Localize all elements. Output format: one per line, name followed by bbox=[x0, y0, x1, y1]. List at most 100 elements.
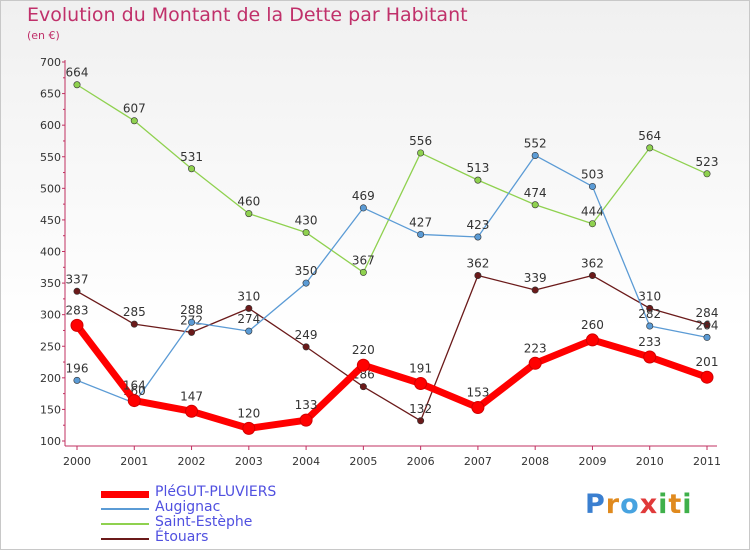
data-point bbox=[417, 230, 425, 238]
data-label: 444 bbox=[581, 205, 604, 219]
chart-title: Evolution du Montant de la Dette par Hab… bbox=[27, 4, 468, 26]
data-label: 427 bbox=[409, 215, 432, 229]
data-label: 220 bbox=[352, 343, 375, 357]
data-point bbox=[417, 149, 425, 157]
legend-label: Étouars bbox=[155, 529, 209, 545]
x-tick-label: 2000 bbox=[63, 455, 91, 468]
series-line bbox=[76, 274, 708, 422]
data-label: 120 bbox=[237, 406, 260, 420]
y-tick-label: 100 bbox=[40, 435, 61, 448]
data-label: 310 bbox=[237, 289, 260, 303]
y-tick-label: 400 bbox=[40, 246, 61, 259]
data-label: 132 bbox=[409, 402, 432, 416]
data-label: 285 bbox=[123, 305, 146, 319]
data-label: 310 bbox=[638, 289, 661, 303]
data-point bbox=[703, 333, 711, 341]
y-tick-label: 300 bbox=[40, 309, 61, 322]
data-label: 337 bbox=[66, 272, 89, 286]
x-tick-label: 2011 bbox=[693, 455, 721, 468]
data-point bbox=[646, 322, 654, 330]
data-label: 191 bbox=[409, 362, 432, 376]
data-point bbox=[299, 413, 313, 427]
data-point bbox=[359, 204, 367, 212]
data-label: 282 bbox=[638, 307, 661, 321]
data-point bbox=[700, 370, 714, 384]
y-tick-label: 700 bbox=[40, 56, 61, 69]
logo-letter: i bbox=[682, 489, 693, 520]
data-point bbox=[471, 401, 485, 415]
x-tick-label: 2001 bbox=[120, 455, 148, 468]
logo-letter: x bbox=[639, 489, 659, 520]
x-tick-label: 2005 bbox=[349, 455, 377, 468]
y-tick-label: 600 bbox=[40, 119, 61, 132]
data-label: 664 bbox=[66, 66, 89, 80]
x-tick-label: 2002 bbox=[178, 455, 206, 468]
data-point bbox=[245, 304, 253, 312]
legend-label: Augignac bbox=[155, 499, 221, 515]
data-point bbox=[242, 421, 256, 435]
data-label: 223 bbox=[524, 341, 547, 355]
data-label: 339 bbox=[524, 271, 547, 285]
x-tick-label: 2006 bbox=[407, 455, 435, 468]
data-point bbox=[703, 321, 711, 329]
data-label: 284 bbox=[696, 306, 719, 320]
data-point bbox=[646, 304, 654, 312]
data-point bbox=[130, 117, 138, 125]
data-point bbox=[356, 358, 370, 372]
data-label: 469 bbox=[352, 189, 375, 203]
data-label: 147 bbox=[180, 389, 203, 403]
x-tick-label: 2010 bbox=[636, 455, 664, 468]
y-tick-label: 500 bbox=[40, 182, 61, 195]
data-label: 430 bbox=[295, 214, 318, 228]
data-label: 474 bbox=[524, 186, 547, 200]
data-point bbox=[414, 377, 428, 391]
data-label: 233 bbox=[638, 335, 661, 349]
data-point bbox=[130, 320, 138, 328]
data-label: 201 bbox=[696, 355, 719, 369]
data-point bbox=[302, 343, 310, 351]
data-point bbox=[585, 333, 599, 347]
data-point bbox=[474, 272, 482, 280]
x-tick-label: 2008 bbox=[521, 455, 549, 468]
data-point bbox=[588, 182, 596, 190]
y-tick-label: 150 bbox=[40, 403, 61, 416]
data-point bbox=[185, 404, 199, 418]
data-label: 503 bbox=[581, 167, 604, 181]
x-tick-label: 2003 bbox=[235, 455, 263, 468]
data-point bbox=[70, 318, 84, 332]
data-label: 552 bbox=[524, 136, 547, 150]
data-label: 531 bbox=[180, 150, 203, 164]
logo-letter: i bbox=[658, 489, 669, 520]
data-label: 423 bbox=[466, 218, 489, 232]
data-label: 564 bbox=[638, 129, 661, 143]
legend-swatch bbox=[101, 508, 149, 510]
data-point bbox=[127, 394, 141, 408]
legend-label: Saint-Estèphe bbox=[155, 514, 253, 530]
data-point bbox=[531, 151, 539, 159]
data-label: 556 bbox=[409, 134, 432, 148]
logo-letter: r bbox=[605, 489, 621, 520]
data-point bbox=[245, 210, 253, 218]
logo-letter: o bbox=[620, 489, 640, 520]
data-label: 196 bbox=[66, 361, 89, 375]
legend-label: PléGUT-PLUVIERS bbox=[155, 484, 277, 500]
data-label: 362 bbox=[581, 257, 604, 271]
series-line bbox=[74, 323, 709, 432]
data-label: 350 bbox=[295, 264, 318, 278]
data-label: 264 bbox=[696, 318, 719, 332]
y-tick-label: 650 bbox=[40, 88, 61, 101]
series-line bbox=[76, 84, 708, 273]
data-label: 362 bbox=[466, 257, 489, 271]
proxiti-logo: Proxiti bbox=[585, 489, 693, 520]
data-label: 607 bbox=[123, 102, 146, 116]
data-point bbox=[188, 328, 196, 336]
data-label: 367 bbox=[352, 253, 375, 267]
data-point bbox=[417, 417, 425, 425]
data-label: 523 bbox=[696, 155, 719, 169]
legend-swatch bbox=[101, 538, 149, 540]
data-point bbox=[588, 272, 596, 280]
data-label: 513 bbox=[466, 161, 489, 175]
data-label: 460 bbox=[237, 195, 260, 209]
